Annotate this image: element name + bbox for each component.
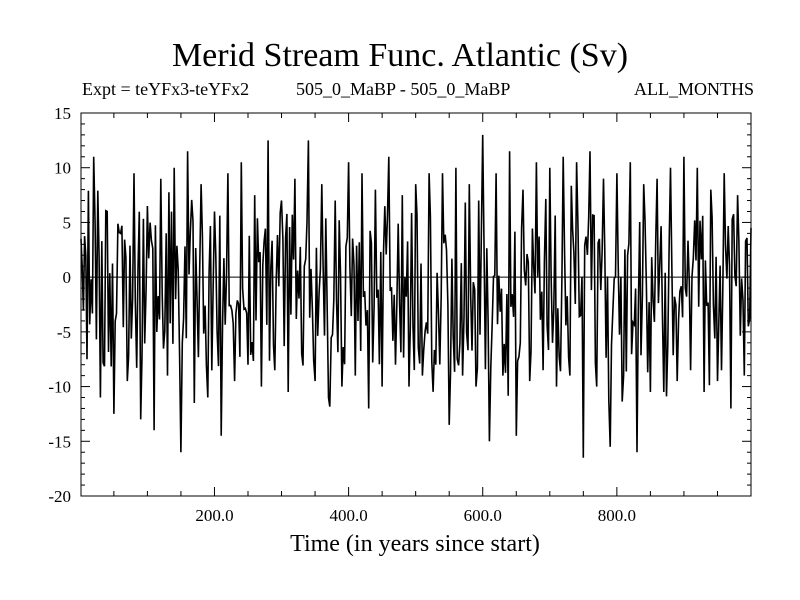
y-tick-label: 0 <box>63 268 72 287</box>
y-tick-label: -20 <box>48 487 71 506</box>
x-axis-label: Time (in years since start) <box>290 531 540 557</box>
y-tick-label: -10 <box>48 378 71 397</box>
plot-frame <box>80 112 752 497</box>
tick-labels: 200.0 400.0 600.0 800.0 15 10 5 0 -5 -10 -15 -20 <box>48 104 636 525</box>
months-label: ALL_MONTHS <box>634 79 754 99</box>
x-tick-label: 200.0 <box>195 506 233 525</box>
x-tick-label: 800.0 <box>598 506 636 525</box>
experiment-label: Expt = teYFx3-teYFx2 <box>82 79 250 99</box>
period-label: 505_0_MaBP - 505_0_MaBP <box>296 79 511 99</box>
x-tick-label: 600.0 <box>464 506 502 525</box>
series-layer <box>80 134 752 458</box>
x-tick-label: 400.0 <box>329 506 367 525</box>
y-tick-label: -15 <box>48 432 71 451</box>
series-line <box>80 134 752 458</box>
y-tick-label: 10 <box>54 159 71 178</box>
y-tick-label: 5 <box>63 213 72 232</box>
y-tick-label: 15 <box>54 104 71 123</box>
chart-title: Merid Stream Func. Atlantic (Sv) <box>171 37 629 74</box>
y-tick-label: -5 <box>57 323 71 342</box>
